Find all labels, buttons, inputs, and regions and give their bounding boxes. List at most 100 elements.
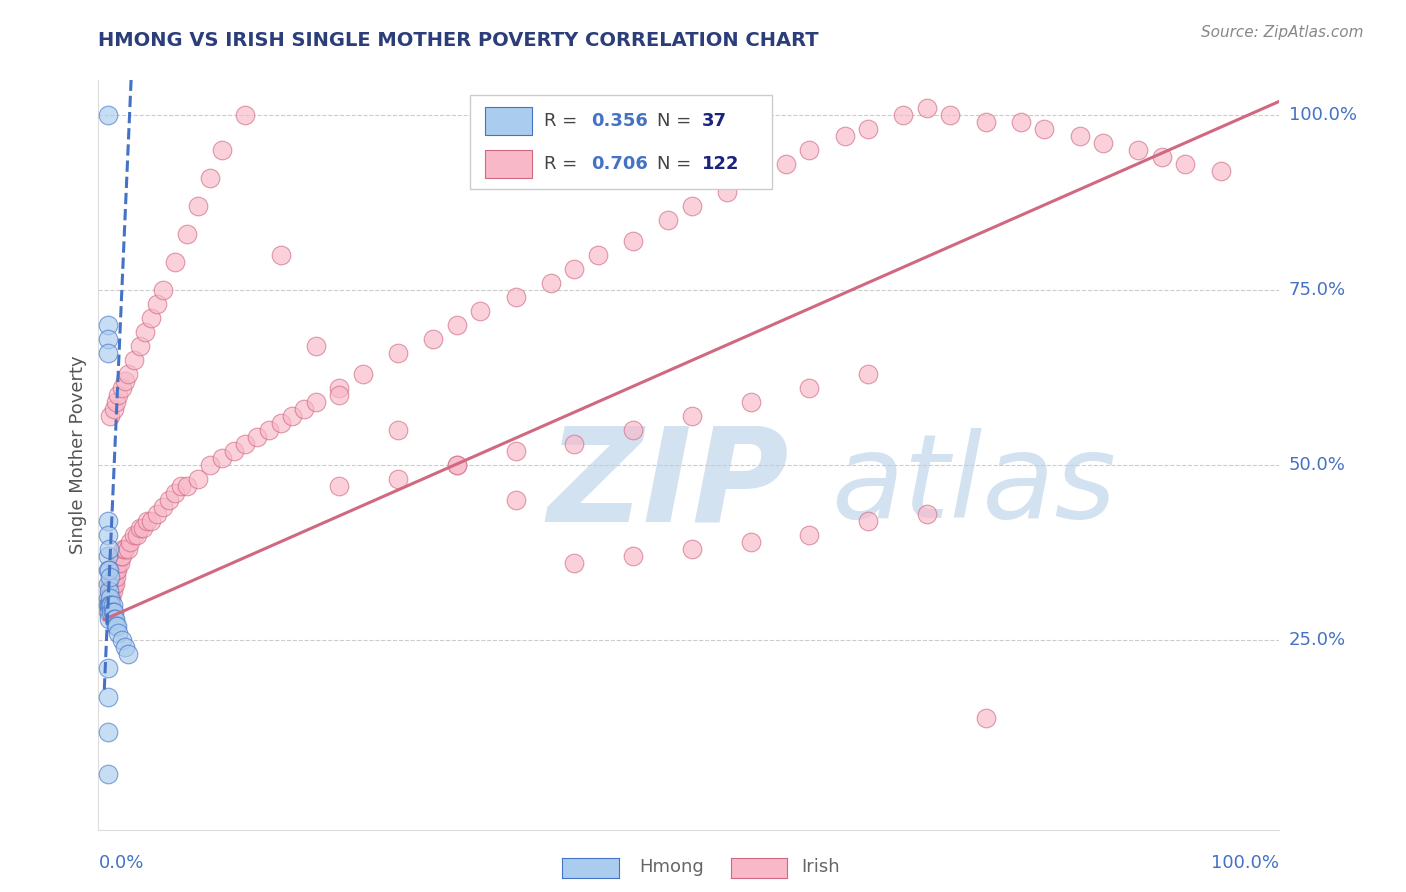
Point	[305, 339, 328, 353]
Point	[157, 493, 180, 508]
Point	[387, 346, 409, 360]
Point	[98, 599, 121, 613]
Point	[740, 535, 762, 549]
Point	[101, 606, 124, 620]
Point	[775, 157, 797, 171]
Point	[799, 528, 821, 542]
Point	[98, 570, 121, 584]
Point	[97, 766, 120, 780]
Point	[856, 122, 879, 136]
Point	[198, 171, 221, 186]
Text: Hmong: Hmong	[640, 858, 704, 876]
Point	[681, 409, 703, 424]
Point	[856, 515, 879, 529]
Point	[141, 311, 163, 326]
Text: 0.0%: 0.0%	[98, 854, 143, 872]
Point	[114, 640, 136, 655]
Point	[163, 255, 186, 269]
Point	[422, 332, 444, 346]
Point	[564, 437, 586, 451]
Point	[104, 612, 127, 626]
Point	[98, 542, 121, 557]
Text: atlas: atlas	[831, 428, 1116, 542]
Point	[1033, 122, 1056, 136]
Point	[716, 186, 738, 200]
Point	[939, 108, 962, 122]
Point	[799, 144, 821, 158]
Point	[101, 584, 124, 599]
Point	[564, 557, 586, 571]
Text: 122: 122	[702, 154, 740, 173]
Point	[128, 521, 150, 535]
Text: Source: ZipAtlas.com: Source: ZipAtlas.com	[1201, 25, 1364, 40]
Point	[657, 213, 679, 227]
Point	[187, 199, 209, 213]
Point	[740, 171, 762, 186]
Text: HMONG VS IRISH SINGLE MOTHER POVERTY CORRELATION CHART: HMONG VS IRISH SINGLE MOTHER POVERTY COR…	[98, 31, 820, 50]
Point	[112, 542, 135, 557]
Point	[98, 591, 121, 606]
Point	[564, 262, 586, 277]
Point	[105, 619, 128, 633]
Point	[163, 486, 186, 500]
Point	[110, 549, 132, 564]
Point	[114, 542, 136, 557]
Point	[104, 564, 127, 578]
Point	[98, 577, 121, 591]
Point	[132, 521, 155, 535]
Point	[211, 451, 233, 466]
Point	[105, 564, 128, 578]
Point	[1150, 150, 1173, 164]
Point	[97, 564, 120, 578]
Point	[97, 515, 120, 529]
Point	[107, 557, 129, 571]
Point	[176, 227, 198, 242]
Point	[120, 535, 142, 549]
Point	[104, 577, 127, 591]
Point	[107, 388, 129, 402]
Point	[100, 584, 122, 599]
Point	[198, 458, 221, 473]
Point	[170, 479, 193, 493]
Point	[281, 409, 304, 424]
Point	[152, 500, 174, 515]
Point	[107, 626, 129, 640]
Point	[97, 591, 120, 606]
Point	[98, 584, 121, 599]
Point	[621, 549, 644, 564]
Text: Irish: Irish	[801, 858, 839, 876]
Text: 37: 37	[702, 112, 727, 129]
Point	[105, 619, 128, 633]
Point	[98, 599, 121, 613]
Point	[446, 458, 468, 473]
Point	[586, 248, 609, 262]
Point	[101, 577, 124, 591]
Point	[100, 591, 122, 606]
Point	[97, 606, 120, 620]
Point	[856, 368, 879, 382]
Point	[98, 606, 121, 620]
Text: N =: N =	[657, 154, 697, 173]
Point	[97, 599, 120, 613]
Point	[915, 508, 938, 522]
Point	[834, 129, 856, 144]
Point	[134, 326, 156, 340]
Point	[470, 304, 492, 318]
Point	[146, 297, 169, 311]
Text: 100.0%: 100.0%	[1212, 854, 1279, 872]
Point	[292, 402, 315, 417]
Point	[211, 144, 233, 158]
Point	[103, 402, 125, 417]
Point	[127, 528, 149, 542]
Point	[97, 724, 120, 739]
Point	[97, 332, 120, 346]
Point	[233, 108, 256, 122]
Point	[1174, 157, 1197, 171]
Point	[98, 584, 121, 599]
Point	[122, 528, 145, 542]
Text: ZIP: ZIP	[547, 421, 789, 549]
Text: 50.0%: 50.0%	[1289, 457, 1346, 475]
Point	[1128, 144, 1150, 158]
Point	[98, 612, 121, 626]
Point	[97, 108, 120, 122]
